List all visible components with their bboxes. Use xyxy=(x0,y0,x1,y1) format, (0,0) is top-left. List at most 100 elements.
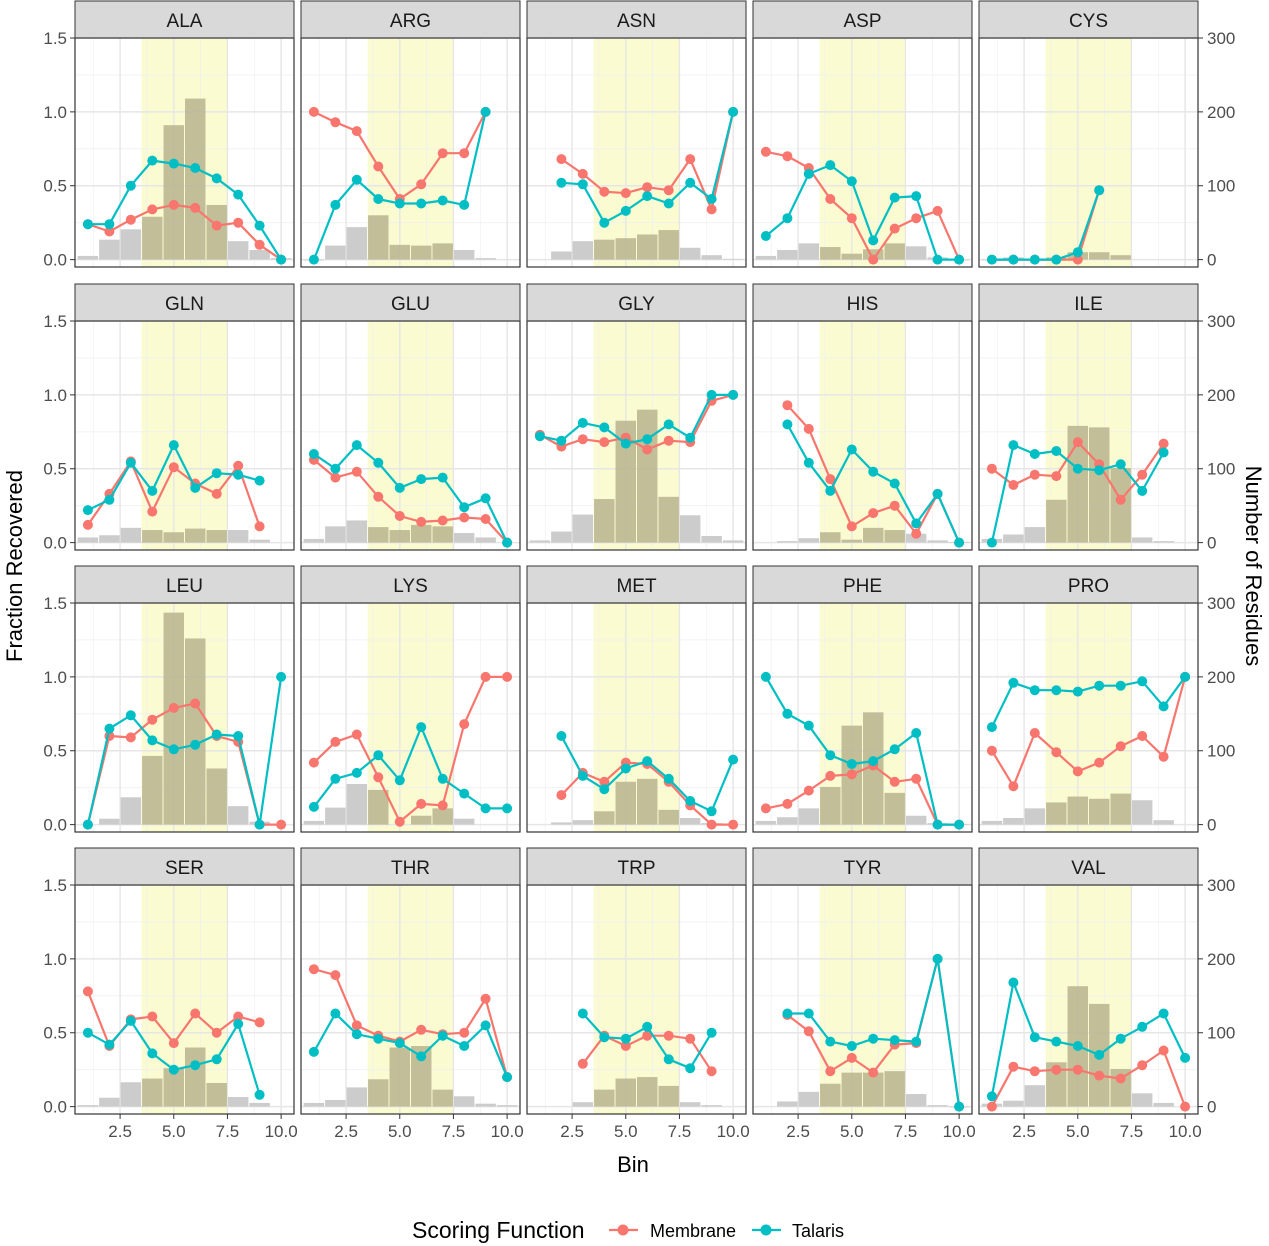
count-bar xyxy=(755,820,777,825)
talaris-point xyxy=(373,457,384,468)
panel-title: THR xyxy=(391,858,430,879)
count-bar xyxy=(1024,808,1046,825)
talaris-point xyxy=(233,189,244,200)
talaris-point xyxy=(168,440,179,451)
membrane-point xyxy=(760,803,771,814)
talaris-point xyxy=(330,199,341,210)
panel-border xyxy=(74,884,295,1115)
talaris-point xyxy=(437,195,448,206)
membrane-point xyxy=(663,185,674,196)
y-tick-label-left: 0.0 xyxy=(43,1098,67,1117)
panel-title: ASN xyxy=(617,11,656,32)
count-bar xyxy=(1089,798,1110,825)
count-bar xyxy=(798,243,820,260)
count-bar xyxy=(453,533,475,543)
count-bar xyxy=(227,806,249,825)
count-bar xyxy=(863,249,884,260)
talaris-point xyxy=(1051,685,1062,696)
count-bar xyxy=(475,258,496,260)
count-bar xyxy=(884,530,905,543)
count-bar xyxy=(99,535,120,543)
count-bar xyxy=(927,1105,948,1107)
talaris-point xyxy=(502,803,513,814)
talaris-point xyxy=(147,485,158,496)
membrane-point xyxy=(1072,766,1083,777)
talaris-point xyxy=(1051,446,1062,456)
count-bar xyxy=(453,1096,475,1107)
count-bar xyxy=(841,539,862,543)
x-tick-label: 7.5 xyxy=(1120,1122,1144,1141)
count-bar xyxy=(841,1072,862,1107)
talaris-point xyxy=(104,494,115,505)
membrane-point xyxy=(889,776,900,787)
count-bar xyxy=(637,234,658,260)
talaris-point xyxy=(642,191,653,202)
membrane-point xyxy=(911,528,922,539)
talaris-point xyxy=(1008,254,1019,265)
count-bar xyxy=(389,244,410,260)
count-bar xyxy=(249,1102,270,1107)
membrane-point xyxy=(502,671,513,682)
panel-strip xyxy=(300,0,521,39)
talaris-point xyxy=(480,803,491,814)
talaris-point xyxy=(803,720,814,731)
panel-glu: GLU xyxy=(300,283,521,551)
talaris-point xyxy=(620,1033,631,1044)
y-tick-label-left: 0.5 xyxy=(43,742,67,761)
x-tick-label: 5.0 xyxy=(1066,1122,1090,1141)
membrane-point xyxy=(416,1024,427,1035)
talaris-point xyxy=(1137,485,1148,496)
talaris-point xyxy=(1094,1049,1105,1060)
membrane-point xyxy=(868,508,879,519)
bottom-axis: 2.5 5.0 7.5 10.0 2.5 5.0 7.5 10.0 2.5 5.0 7.5 10.0 2… xyxy=(108,1114,1202,1141)
count-bar xyxy=(798,538,820,543)
panel-border xyxy=(978,320,1199,551)
membrane-point xyxy=(1008,781,1019,792)
count-bar xyxy=(820,532,841,543)
y-tick-label-right: 100 xyxy=(1207,177,1235,196)
talaris-point xyxy=(211,468,222,479)
talaris-point xyxy=(308,449,319,459)
talaris-point xyxy=(782,419,793,430)
talaris-point xyxy=(846,444,857,455)
count-bar xyxy=(884,1071,905,1107)
talaris-point xyxy=(1072,686,1083,697)
talaris-point xyxy=(1008,977,1019,988)
membrane-point xyxy=(986,463,997,474)
talaris-point xyxy=(480,493,491,504)
membrane-point xyxy=(911,773,922,784)
talaris-point xyxy=(233,731,244,741)
membrane-point xyxy=(190,202,201,213)
membrane-point xyxy=(351,126,362,137)
talaris-point xyxy=(932,819,943,830)
talaris-point xyxy=(932,488,943,499)
legend-title: Scoring Function xyxy=(412,1217,585,1243)
talaris-point xyxy=(846,1041,857,1051)
count-bar xyxy=(389,530,410,543)
count-bar xyxy=(777,250,798,260)
panel-border xyxy=(300,884,521,1115)
panel-title: GLN xyxy=(165,294,204,315)
membrane-point xyxy=(104,226,115,237)
talaris-point xyxy=(577,770,588,781)
talaris-point xyxy=(846,759,857,769)
panel-title: CYS xyxy=(1069,11,1108,32)
talaris-point xyxy=(825,485,836,496)
talaris-point xyxy=(599,784,610,795)
talaris-line xyxy=(539,393,734,445)
membrane-point xyxy=(1158,438,1169,449)
membrane-point xyxy=(803,1026,814,1037)
count-bar xyxy=(594,1089,615,1107)
count-bar xyxy=(206,204,227,260)
membrane-point xyxy=(706,1066,717,1077)
y-tick-label-left: 1.0 xyxy=(43,950,67,969)
talaris-point xyxy=(276,254,287,265)
count-bar xyxy=(572,241,594,260)
talaris-point xyxy=(642,756,653,767)
talaris-point xyxy=(642,1021,653,1032)
count-bar xyxy=(1153,820,1174,825)
membrane-point xyxy=(1051,471,1062,482)
panel-ser: SER xyxy=(74,847,295,1115)
membrane-point xyxy=(782,400,793,411)
y-axis-title-left: Fraction Recovered xyxy=(2,470,27,662)
